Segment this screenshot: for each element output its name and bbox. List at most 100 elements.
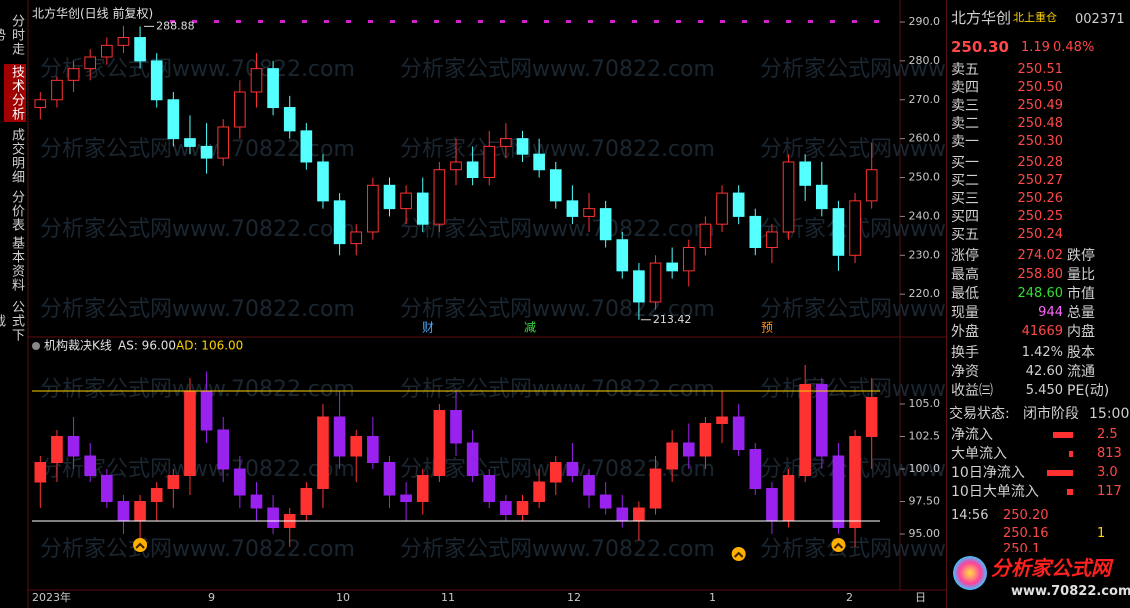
dot (830, 20, 835, 23)
dot (170, 20, 175, 23)
stock-tag: 北上重仓 (1013, 11, 1057, 24)
watermark: 分析家公式网www.70822.com (40, 217, 355, 242)
side-tab[interactable]: 成交明细 (9, 128, 24, 184)
ask-label: 卖四 (951, 80, 979, 96)
watermark: 分析家公式网www.70822.com (760, 537, 946, 562)
watermark: 分析家公式网www.70822.com (400, 217, 715, 242)
stat-label2: 总量 (1067, 305, 1095, 321)
candle-body (416, 475, 429, 503)
dot (742, 20, 747, 23)
candle-body (167, 99, 180, 140)
flow-bar (1069, 451, 1073, 457)
flow-label: 10日大单流入 (951, 484, 1039, 500)
bid-value: 250.26 (1017, 191, 1064, 206)
side-tab[interactable]: 基本资料 (9, 236, 24, 292)
flow-value: 813 (1097, 446, 1122, 461)
candle-body (749, 215, 762, 249)
candle-body (799, 161, 811, 186)
candle-body (367, 184, 379, 233)
tick-a: 14:56 (951, 508, 989, 523)
candle-body (217, 126, 230, 159)
candle-body (184, 138, 196, 147)
event-marker: 财 (422, 321, 434, 335)
logo-url: www.70822.com (1011, 584, 1130, 599)
watermark: 分析家公式网www.70822.com (400, 537, 715, 562)
bid-value: 250.27 (1017, 173, 1064, 188)
dot (478, 20, 483, 23)
candle-body (51, 435, 63, 464)
ask-label: 卖三 (951, 98, 979, 114)
dot (324, 20, 329, 23)
dot (236, 20, 241, 23)
charts: 分析家公式网www.70822.com 分析家公式网www.70822.com 分析… (27, 0, 946, 608)
y-tick-label: 105.0 (909, 397, 941, 410)
signal-arrow (135, 542, 145, 549)
candle-body (117, 37, 130, 46)
x-tick-label: 2023年 (32, 590, 71, 604)
status-value: 闭市阶段 (1023, 406, 1079, 422)
ask-value: 250.51 (1017, 62, 1064, 77)
stat2-label: 净资 (951, 364, 979, 380)
candle-body (815, 383, 828, 457)
dot (522, 20, 527, 23)
candle-body (682, 442, 695, 457)
candle-body (217, 429, 230, 470)
candle-body (283, 107, 296, 132)
candle-body (865, 396, 878, 437)
stat-label: 涨停 (951, 248, 979, 264)
candle-body (599, 494, 612, 509)
stat-value: 274.02 (1017, 248, 1064, 263)
dot (566, 20, 571, 23)
flow-bar (1067, 489, 1073, 495)
stat2-label2: 流通 (1067, 364, 1095, 380)
x-tick-label: 1 (709, 591, 716, 604)
candle-body (167, 475, 180, 490)
high-label: 288.88 (156, 19, 195, 32)
side-tab[interactable]: 分时走势 (0, 14, 24, 56)
candle-body (433, 409, 446, 477)
side-tab[interactable]: 分价表 (9, 190, 24, 232)
side-tab[interactable]: 技术分析 (4, 64, 26, 122)
stat-label2: 内盘 (1067, 324, 1095, 340)
stat-value: 41669 (1021, 324, 1063, 339)
candle-body (433, 169, 446, 225)
stat-label: 外盘 (951, 324, 979, 340)
indicator-title: 机构裁决K线 (44, 338, 112, 353)
dot (786, 20, 791, 23)
stat2-value: 1.42% (1021, 345, 1063, 360)
candle-body (716, 192, 728, 225)
candle-body (34, 462, 47, 483)
candle-body (466, 161, 479, 179)
y-tick-label: 220.0 (909, 287, 941, 300)
stat-label: 最高 (951, 267, 979, 283)
stock-code: 002371 (1075, 12, 1125, 27)
side-tab[interactable]: 公式下载 (0, 300, 24, 342)
candle-body (67, 435, 80, 457)
dot (698, 20, 703, 23)
watermark: 分析家公式网www.70822.com (400, 377, 715, 402)
quote-panel: 北方华创 北上重仓 002371 250.30 1.19 0.48% 卖五 250.51 卖四 2… (946, 0, 1130, 608)
candle-body (516, 138, 529, 155)
candle-body (566, 200, 579, 217)
candle-body (516, 501, 529, 516)
dot (610, 20, 615, 23)
candle-body (134, 501, 146, 522)
candle-body (583, 208, 595, 217)
logo-flower (953, 556, 987, 590)
x-tick-label: 10 (336, 591, 350, 604)
x-tick-label: 12 (567, 591, 581, 604)
bid-label: 买四 (951, 209, 979, 225)
candle-body (849, 435, 861, 529)
candle-body (500, 501, 512, 516)
stat-label: 现量 (951, 305, 979, 321)
ask-label: 卖二 (951, 116, 979, 132)
candle-body (150, 60, 163, 101)
candle-body (267, 68, 279, 109)
candle-body (649, 468, 662, 509)
dot (258, 20, 263, 23)
watermark: 分析家公式网www.70822.com (760, 57, 946, 82)
logo-title: 分析家公式网 (991, 556, 1111, 580)
x-tick-label: 日 (915, 591, 926, 604)
candle-body (849, 200, 861, 256)
candle-body (84, 56, 97, 70)
